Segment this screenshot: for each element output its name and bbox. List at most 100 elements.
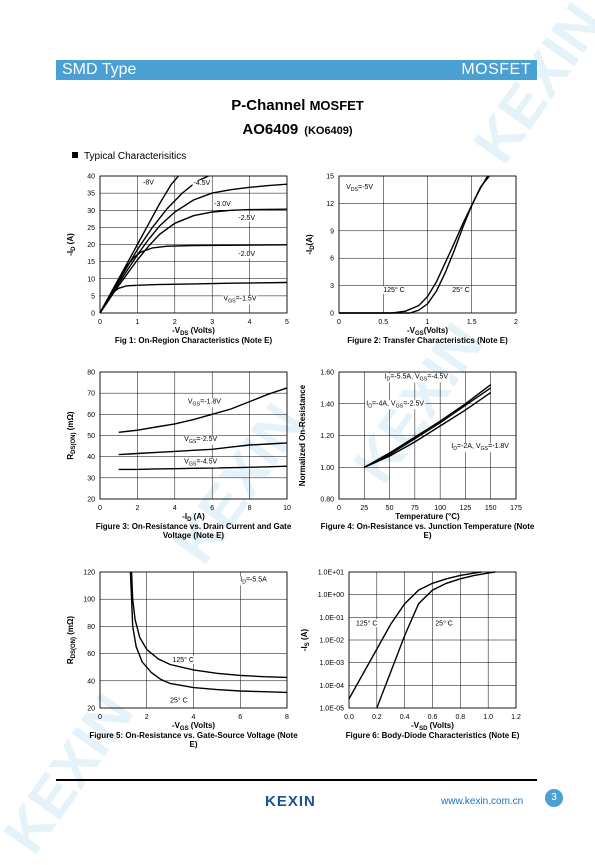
y-tick-label: 40 [87, 174, 95, 181]
section-heading-label: Typical Characterisitics [84, 151, 187, 162]
x-tick-label: 8 [285, 714, 289, 721]
y-tick-label: 1.0E-04 [319, 683, 344, 690]
x-tick-label: 0 [337, 319, 341, 326]
x-tick-label: 100 [434, 505, 446, 512]
y-tick-label: 0.80 [320, 497, 334, 504]
x-tick-label: 6 [238, 714, 242, 721]
y-tick-label: 9 [330, 228, 334, 235]
y-tick-label: 35 [87, 191, 95, 198]
annotation-label: 25° C [435, 619, 453, 627]
footer-logo: KEXIN [265, 793, 316, 810]
y-tick-label: 40 [87, 454, 95, 461]
x-tick-label: 10 [283, 505, 291, 512]
y-tick-label: 6 [330, 256, 334, 263]
y-tick-label: 20 [87, 242, 95, 249]
annotation-bg [142, 179, 156, 187]
y-axis-label: RDS(ON) (mΩ) [66, 411, 77, 460]
y-tick-label: 30 [87, 475, 95, 482]
x-tick-label: 175 [510, 505, 522, 512]
annotation-bg [237, 251, 257, 259]
annotation-label: 25° C [452, 286, 470, 294]
series-line-2 [376, 571, 496, 709]
y-tick-label: 100 [83, 597, 95, 604]
x-tick-label: 50 [386, 505, 394, 512]
header-left-label: SMD Type [62, 61, 137, 78]
series-line-1 [348, 571, 482, 700]
annotation-label: 25° C [170, 697, 188, 705]
watermark: KEXIN [461, 0, 595, 175]
y-tick-label: 3 [330, 283, 334, 290]
footer-url-link[interactable]: www.kexin.com.cn [441, 796, 524, 807]
y-tick-label: 0 [330, 311, 334, 318]
x-tick-label: 25 [360, 505, 368, 512]
x-tick-label: 0 [337, 505, 341, 512]
annotation-label: -3.0V [214, 201, 231, 208]
x-tick-label: 0.2 [372, 714, 382, 721]
annotation-bg [345, 183, 375, 193]
title-part1: P-Channel [231, 97, 310, 114]
y-tick-label: 60 [87, 412, 95, 419]
figure-caption: Figure 4: On-Resistance vs. Junction Tem… [321, 522, 535, 531]
y-axis-label: -IS (A) [300, 629, 311, 652]
y-tick-label: 10 [87, 276, 95, 283]
watermark: KEXIN [0, 682, 147, 865]
y-tick-label: 1.0E-01 [319, 615, 344, 622]
annotation-label: 125° C [383, 286, 404, 294]
plot-frame [338, 175, 517, 314]
series-line-5 [99, 244, 288, 314]
x-tick-label: 0.8 [455, 714, 465, 721]
y-tick-label: 0 [91, 311, 95, 318]
y-axis-label: RDS(ON) (mΩ) [66, 616, 77, 665]
x-tick-label: 0.6 [428, 714, 438, 721]
y-tick-label: 1.40 [320, 401, 334, 408]
y-tick-label: 20 [87, 497, 95, 504]
x-tick-label: 75 [411, 505, 419, 512]
x-tick-label: 1 [426, 319, 430, 326]
x-tick-label: 0.5 [378, 319, 388, 326]
page-number-badge: 3 [545, 789, 563, 807]
annotation-label: -8V [143, 180, 154, 187]
annotation-bg [183, 435, 219, 445]
x-tick-label: 0 [98, 505, 102, 512]
annotation-label: VDS=-5V [346, 184, 373, 193]
annotation-bg [171, 655, 195, 664]
annotation-bg [186, 398, 223, 408]
y-tick-label: 25 [87, 225, 95, 232]
y-tick-label: 12 [326, 201, 334, 208]
series-line-1 [339, 175, 489, 314]
x-tick-label: 5 [285, 319, 289, 326]
x-tick-label: 3 [210, 319, 214, 326]
figure-caption: Figure 6: Body-Diode Characteristics (No… [346, 731, 520, 740]
watermark: KEXIN [341, 312, 497, 495]
annotation-label: -4.5V [194, 180, 211, 187]
y-tick-label: 15 [326, 174, 334, 181]
x-axis-label: -VDS (Volts) [172, 326, 215, 337]
y-tick-label: 5 [91, 293, 95, 300]
y-tick-label: 70 [87, 391, 95, 398]
x-tick-label: 1 [135, 319, 139, 326]
y-tick-label: 15 [87, 259, 95, 266]
annotation-label: -2.5V [238, 215, 255, 222]
x-tick-label: 2 [173, 319, 177, 326]
annotation-label: 125° C [172, 656, 193, 664]
series-line-2 [129, 571, 288, 694]
annotation-bg [239, 576, 269, 586]
y-tick-label: 1.0E-05 [319, 706, 344, 713]
x-tick-label: 0 [98, 319, 102, 326]
y-tick-label: 1.0E+00 [318, 592, 344, 599]
x-axis-label: -VGS (Volts) [172, 721, 216, 732]
y-tick-label: 1.20 [320, 433, 334, 440]
bullet-square-icon [72, 152, 78, 158]
plot-frame [99, 175, 288, 314]
annotation-bg [451, 285, 471, 294]
y-tick-label: 1.0E+01 [318, 570, 344, 577]
x-tick-label: 0.0 [344, 714, 354, 721]
annotation-label: ID=-2A, VGS=-1.8V [451, 443, 509, 452]
y-tick-label: 80 [87, 370, 95, 377]
figure-caption: E) [190, 740, 198, 749]
part-number-title: AO6409 (KO6409) [0, 121, 595, 138]
x-axis-label: -VSD (Volts) [411, 721, 454, 732]
x-tick-label: 2 [514, 319, 518, 326]
annotation-bg [237, 214, 257, 222]
annotation-bg [450, 443, 511, 453]
